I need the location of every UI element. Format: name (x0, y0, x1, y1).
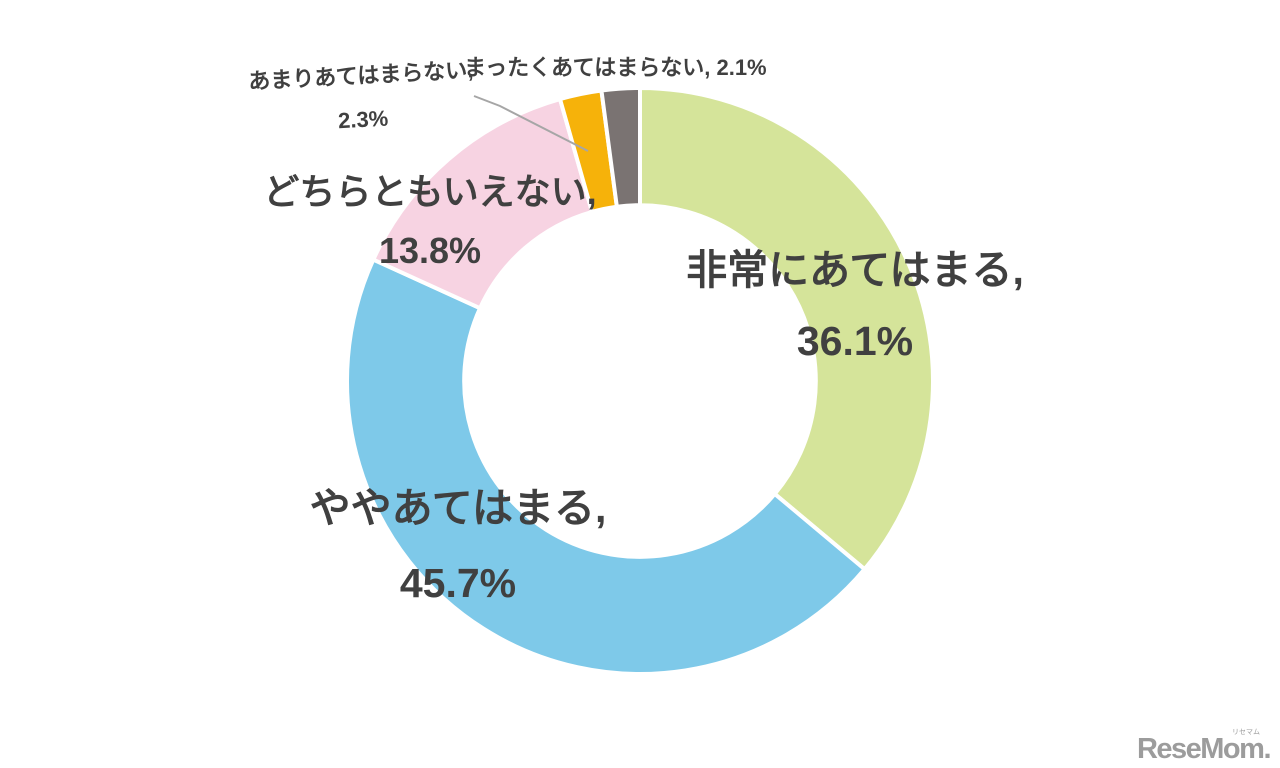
label-slice-somewhat-applies: ややあてはまる, 45.7% (278, 484, 638, 608)
donut-slice-1 (345, 257, 867, 676)
donut-slice-4 (599, 86, 642, 209)
label-percent: 13.8% (378, 230, 482, 272)
resemom-logo-text: ReseMom (1136, 733, 1265, 765)
label-text: どちらともいえない, (263, 171, 597, 212)
label-slice-never-applies: まったくあてはまらない, 2.1% (464, 55, 767, 81)
resemom-logo-dot: . (1263, 733, 1271, 765)
label-percent: 36.1% (796, 318, 914, 365)
label-slice-neither: どちらともいえない, 13.8% (250, 170, 610, 272)
resemom-logo-ruby: リセマム (1232, 729, 1260, 736)
label-slice-strongly-applies: 非常にあてはまる, 36.1% (650, 246, 1060, 366)
label-text: まったくあてはまらない, 2.1% (464, 55, 767, 80)
donut-slice-0 (638, 86, 935, 572)
donut-slices (345, 86, 935, 676)
label-text: 非常にあてはまる, (686, 247, 1024, 293)
label-percent: 45.7% (399, 560, 517, 607)
resemom-logo: リセマム ReseMom. (1136, 729, 1271, 765)
label-slice-rarely-applies: あまりあてはまらない, 2.3% (241, 56, 482, 139)
label-text: ややあてはまる, (309, 485, 607, 531)
leader-line-orange-slice (473, 95, 589, 152)
